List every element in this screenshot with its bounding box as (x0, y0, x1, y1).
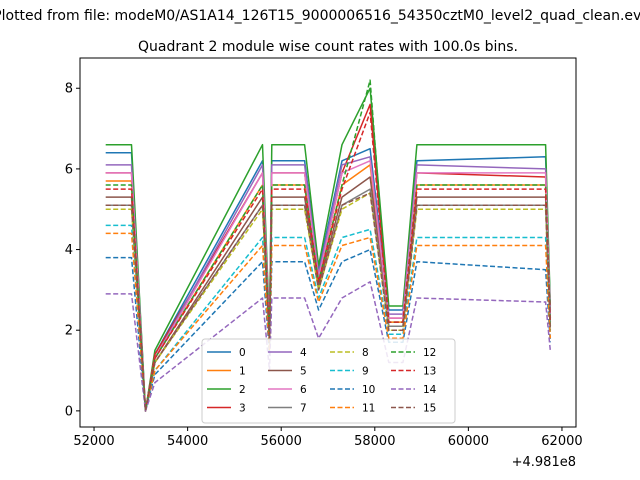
y-tick-label: 6 (65, 162, 73, 177)
series-layer (105, 79, 552, 412)
series-line-10 (105, 248, 552, 412)
x-tick-label: 54000 (167, 434, 208, 449)
axes-frame (79, 57, 577, 428)
y-tick-label: 4 (65, 243, 73, 258)
legend-label-1: 1 (239, 366, 246, 378)
legend-label-9: 9 (362, 366, 369, 378)
legend-label-0: 0 (239, 347, 246, 359)
x-tick-label: 62000 (541, 434, 582, 449)
x-axis: 52000 54000 56000 58000 60000 62000 (73, 427, 583, 449)
series-line-14 (105, 281, 552, 412)
series-line-9 (105, 224, 552, 412)
legend-label-3: 3 (239, 403, 246, 415)
legend-frame (201, 338, 456, 424)
legend-label-10: 10 (362, 384, 375, 396)
legend-label-2: 2 (239, 384, 246, 396)
legend-label-11: 11 (362, 403, 375, 415)
x-offset-label: +4.981e8 (512, 455, 576, 470)
legend-label-12: 12 (423, 347, 436, 359)
y-tick-label: 0 (65, 404, 73, 419)
legend-label-8: 8 (362, 347, 369, 359)
series-line-15 (105, 192, 552, 412)
series-line-8 (105, 192, 552, 412)
legend-label-13: 13 (423, 366, 436, 378)
legend-label-7: 7 (300, 403, 307, 415)
legend-label-5: 5 (300, 366, 307, 378)
figure-suptitle: Plotted from file: modeM0/AS1A14_126T15_… (0, 8, 640, 24)
legend-label-4: 4 (300, 347, 307, 359)
y-axis: 0 2 4 6 8 (65, 82, 80, 419)
x-tick-label: 56000 (261, 434, 302, 449)
x-tick-label: 58000 (354, 434, 395, 449)
plot-area (105, 79, 552, 412)
y-tick-label: 2 (65, 324, 73, 339)
legend-label-14: 14 (423, 384, 437, 396)
x-tick-label: 52000 (73, 434, 114, 449)
axes-title: Quadrant 2 module wise count rates with … (138, 39, 518, 55)
x-tick-label: 60000 (448, 434, 489, 449)
legend-label-6: 6 (300, 384, 307, 396)
legend-label-15: 15 (423, 403, 436, 415)
y-tick-label: 8 (65, 82, 73, 97)
